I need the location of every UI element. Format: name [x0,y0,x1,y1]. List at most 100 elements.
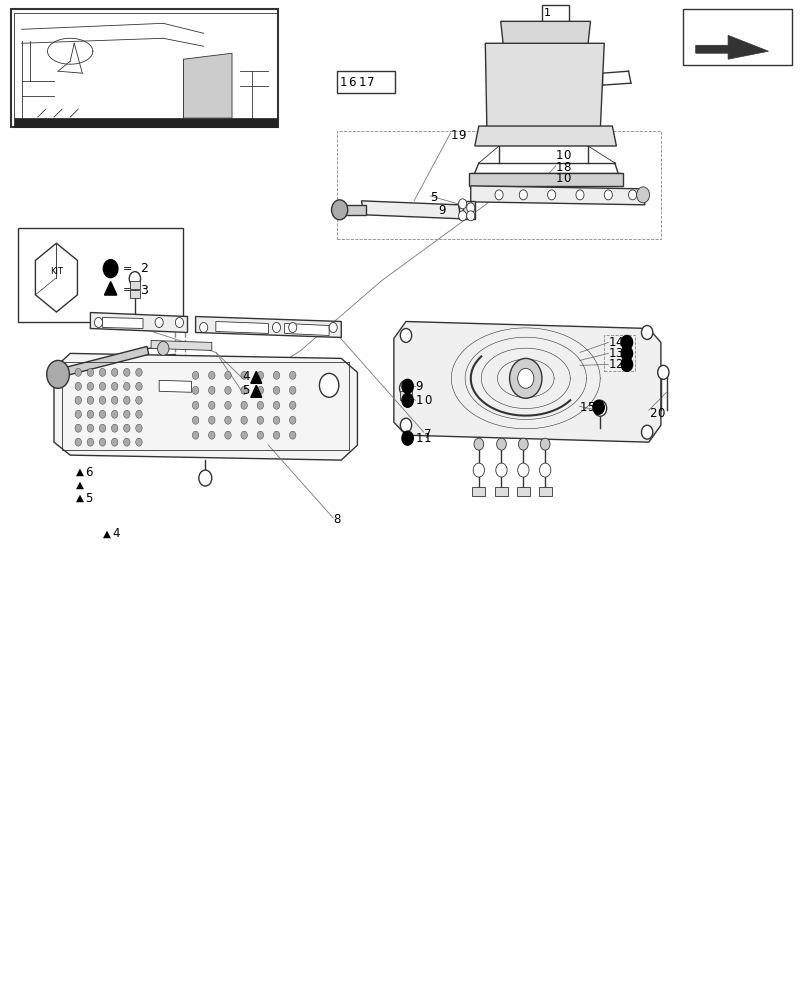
Polygon shape [458,201,474,219]
Circle shape [257,371,264,379]
Circle shape [257,416,264,424]
Polygon shape [14,118,277,127]
Text: 1: 1 [555,161,563,174]
Circle shape [135,410,142,418]
Circle shape [620,346,632,360]
Circle shape [273,416,280,424]
Circle shape [466,203,474,213]
Circle shape [225,431,231,439]
Polygon shape [105,282,117,295]
Circle shape [87,368,93,376]
Polygon shape [151,340,212,350]
Circle shape [466,211,474,221]
Text: 4: 4 [615,336,622,349]
Text: 8: 8 [562,161,569,174]
Polygon shape [337,205,365,215]
Circle shape [175,318,183,327]
Circle shape [87,438,93,446]
Bar [682,9,791,65]
Circle shape [225,386,231,394]
Circle shape [208,416,215,424]
Polygon shape [251,371,261,383]
Text: 1: 1 [450,129,457,142]
Circle shape [123,368,130,376]
Bar [18,228,183,322]
Bar [400,391,412,400]
Circle shape [87,382,93,390]
Text: 9: 9 [415,380,423,393]
Circle shape [495,190,503,200]
Polygon shape [195,317,341,337]
Circle shape [641,425,652,439]
Circle shape [99,396,105,404]
Bar [517,487,529,496]
Circle shape [123,410,130,418]
Circle shape [289,401,295,409]
Circle shape [99,368,105,376]
Text: 1: 1 [423,432,431,445]
Bar [495,487,508,496]
Circle shape [87,396,93,404]
Text: 8: 8 [333,513,340,526]
Circle shape [157,341,169,355]
Circle shape [241,431,247,439]
Circle shape [241,401,247,409]
Text: 1: 1 [415,432,423,445]
Circle shape [75,368,81,376]
Circle shape [289,371,295,379]
Circle shape [99,382,105,390]
Text: 1: 1 [607,358,615,371]
Circle shape [241,371,247,379]
Circle shape [273,386,280,394]
Circle shape [288,322,296,332]
Text: 6: 6 [85,466,93,479]
Text: 1: 1 [555,149,563,162]
Bar [603,335,634,371]
Text: 5: 5 [85,492,92,505]
Polygon shape [183,53,232,118]
Circle shape [518,438,527,450]
Text: 3: 3 [140,284,148,297]
Text: 1: 1 [555,172,563,185]
Circle shape [75,382,81,390]
Circle shape [657,365,668,379]
Circle shape [192,416,199,424]
Circle shape [458,211,466,221]
Circle shape [473,463,484,477]
Circle shape [99,424,105,432]
Circle shape [539,463,550,477]
Polygon shape [90,313,187,332]
Circle shape [273,431,280,439]
Text: 6: 6 [347,76,354,89]
Text: 4: 4 [242,370,250,383]
Circle shape [272,322,281,332]
Bar [337,71,395,93]
Circle shape [496,438,506,450]
Circle shape [111,424,118,432]
Circle shape [225,371,231,379]
Circle shape [257,386,264,394]
Circle shape [135,368,142,376]
Text: ▲: ▲ [75,480,84,490]
Polygon shape [285,323,328,335]
Circle shape [620,335,632,349]
Circle shape [401,431,413,445]
Text: 7: 7 [423,428,431,441]
Circle shape [273,371,280,379]
Circle shape [75,438,81,446]
Circle shape [208,386,215,394]
Text: 4: 4 [112,527,119,540]
Circle shape [129,272,140,286]
Polygon shape [36,243,77,312]
Circle shape [289,416,295,424]
Circle shape [458,199,466,209]
Circle shape [509,358,541,398]
Circle shape [620,357,632,371]
Text: 0: 0 [562,172,569,185]
Polygon shape [485,43,603,131]
Polygon shape [469,173,622,186]
Circle shape [628,190,636,200]
Polygon shape [54,353,357,460]
Text: 3: 3 [615,347,622,360]
Circle shape [111,382,118,390]
